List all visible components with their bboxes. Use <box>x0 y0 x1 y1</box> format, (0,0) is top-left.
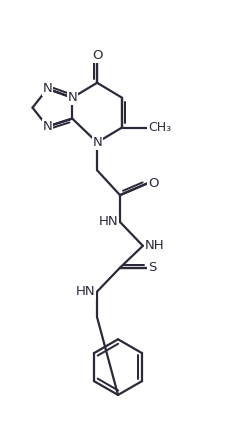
Text: HN: HN <box>98 216 118 229</box>
Text: O: O <box>148 177 158 190</box>
Text: CH₃: CH₃ <box>148 121 171 134</box>
Text: O: O <box>92 49 102 62</box>
Text: N: N <box>67 91 77 104</box>
Text: N: N <box>92 136 102 149</box>
Text: S: S <box>148 261 156 274</box>
Text: N: N <box>43 120 52 133</box>
Text: N: N <box>43 82 52 95</box>
Text: HN: HN <box>75 285 95 298</box>
Text: NH: NH <box>145 239 164 252</box>
